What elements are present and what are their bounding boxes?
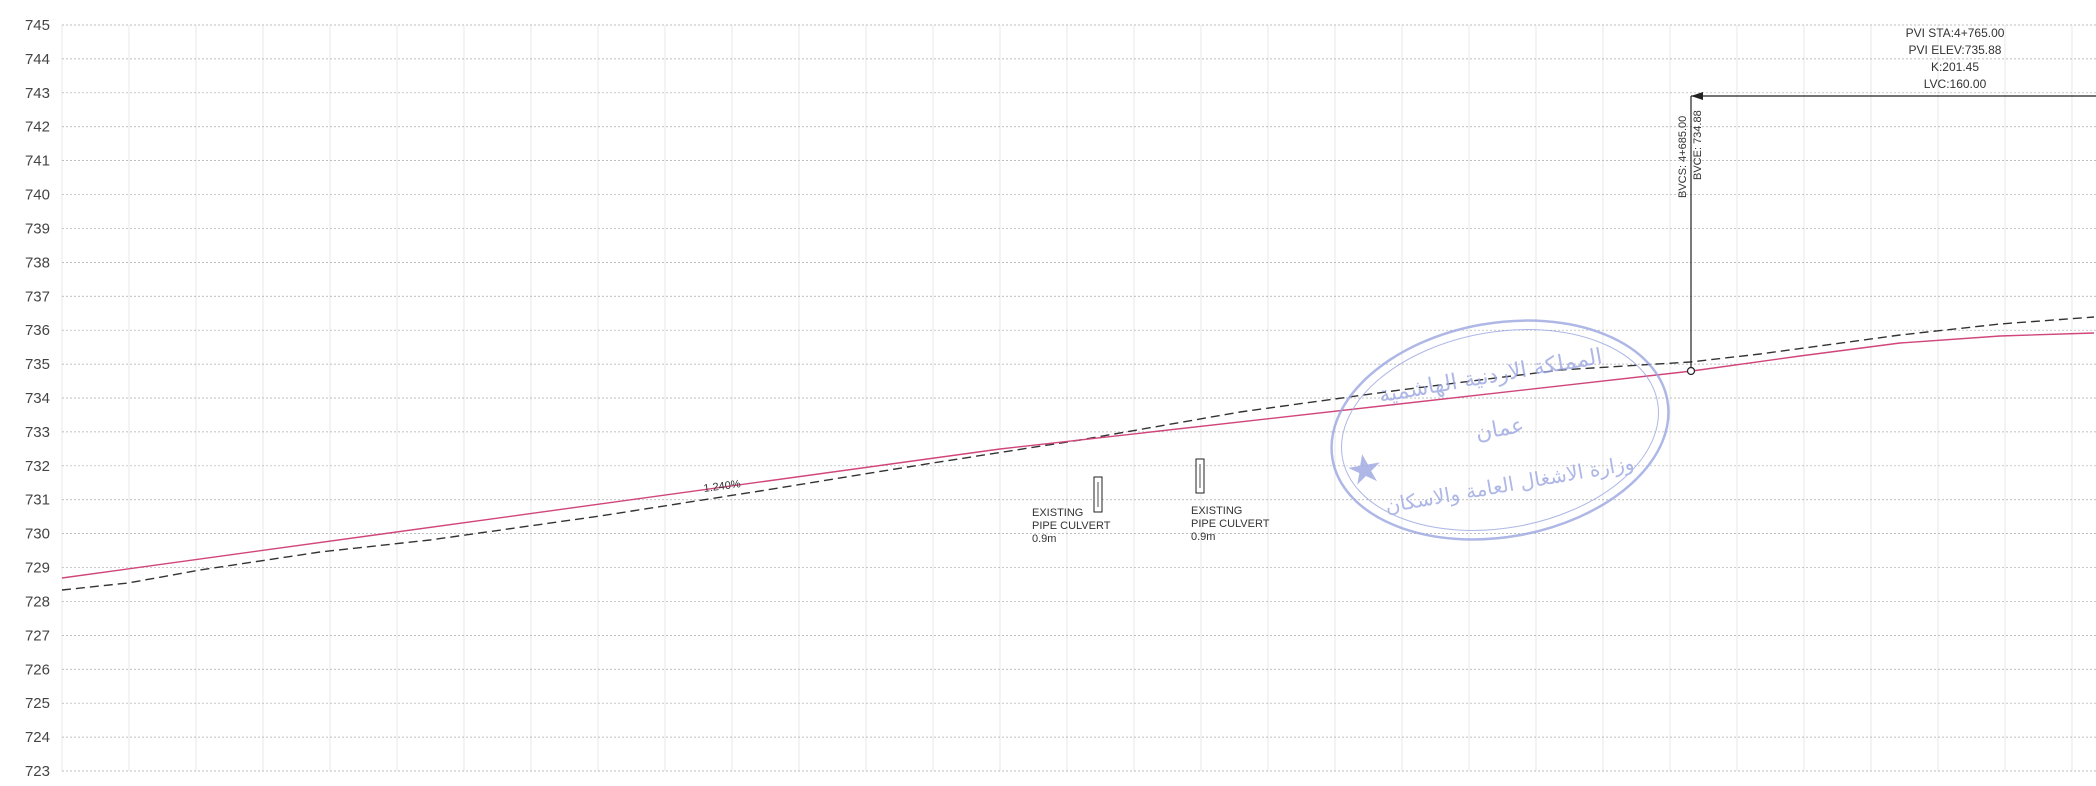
- pvi-station: PVI STA:4+765.00: [1906, 26, 2005, 40]
- culvert-2-line-1: EXISTING: [1191, 505, 1242, 517]
- pvi-annotation: PVI STA:4+765.00 PVI ELEV:735.88 K:201.4…: [1906, 26, 2005, 91]
- ministry-stamp: المملكة الاردنية الهاشمية عمان وزارة الا…: [1330, 319, 1670, 541]
- culvert-1-line-2: PIPE CULVERT: [1032, 520, 1111, 532]
- elevation-tick-label: 740: [25, 187, 50, 204]
- elevation-tick-label: 736: [25, 322, 50, 339]
- elevation-tick-label: 732: [25, 458, 50, 475]
- elevation-tick-label: 743: [25, 85, 50, 102]
- culvert-1: EXISTING PIPE CULVERT 0.9m: [1032, 476, 1111, 545]
- pvi-k-value: K:201.45: [1931, 60, 1979, 74]
- pvi-elevation: PVI ELEV:735.88: [1909, 43, 2002, 57]
- elevation-tick-label: 730: [25, 526, 50, 543]
- elevation-tick-label: 731: [25, 492, 50, 509]
- star-icon: [1348, 454, 1380, 485]
- culvert-1-line-1: EXISTING: [1032, 507, 1083, 519]
- elevation-tick-label: 735: [25, 356, 50, 373]
- elevation-tick-label: 742: [25, 119, 50, 136]
- bvc-station-label: BVCS: 4+685.00: [1677, 116, 1689, 198]
- elevation-tick-label: 738: [25, 254, 50, 271]
- culvert-2-line-2: PIPE CULVERT: [1191, 518, 1270, 530]
- pvi-arrow-icon: [1691, 92, 1703, 100]
- bvc-point: [1686, 366, 1696, 376]
- elevation-tick-label: 725: [25, 695, 50, 712]
- elevation-tick-label: 741: [25, 153, 50, 170]
- grade-label: 1.240%: [703, 478, 742, 495]
- elevation-tick-label: 724: [25, 729, 50, 746]
- elevation-tick-label: 723: [25, 763, 50, 780]
- elevation-tick-label: 737: [25, 288, 50, 305]
- elevation-tick-label: 734: [25, 390, 50, 407]
- elevation-tick-label: 728: [25, 593, 50, 610]
- elevation-tick-label: 745: [25, 17, 50, 34]
- stamp-text-top: المملكة الاردنية الهاشمية: [1377, 344, 1604, 408]
- elevation-tick-label: 726: [25, 661, 50, 678]
- design-profile-line: [61, 332, 2095, 579]
- elevation-tick-label: 727: [25, 627, 50, 644]
- culvert-1-line-3: 0.9m: [1032, 533, 1056, 545]
- culvert-2-line-3: 0.9m: [1191, 531, 1215, 543]
- elevation-tick-label: 733: [25, 424, 50, 441]
- elevation-tick-label: 739: [25, 220, 50, 237]
- elevation-tick-label: 729: [25, 560, 50, 577]
- stamp-text-middle: عمان: [1474, 413, 1526, 446]
- pvi-lvc: LVC:160.00: [1924, 77, 1987, 91]
- elevation-tick-label: 744: [25, 51, 50, 68]
- elevation-gridlines: [62, 24, 2096, 772]
- bvc-elevation-label: BVCE: 734.88: [1692, 110, 1704, 180]
- elevation-axis: 745 744 743 742 741 740 739 738 737 736 735 734 733 7…: [25, 17, 50, 780]
- culvert-2: EXISTING PIPE CULVERT 0.9m: [1191, 458, 1270, 543]
